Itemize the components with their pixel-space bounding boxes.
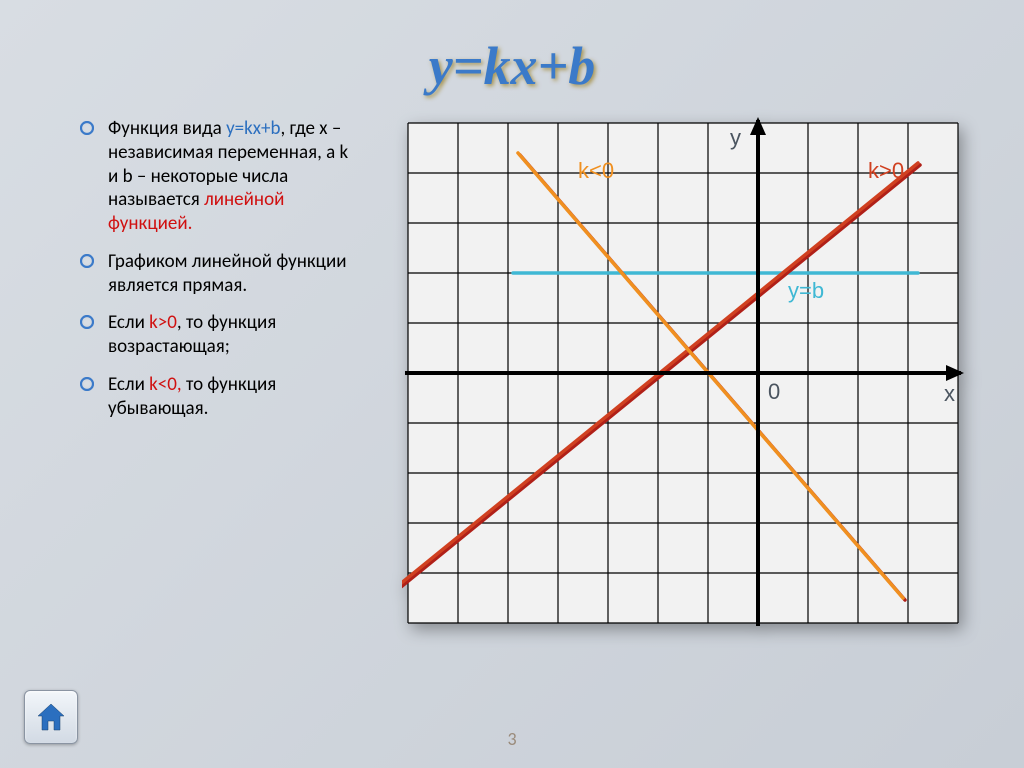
bullet-disc-icon bbox=[80, 315, 94, 329]
bullet-2-text: Графиком линейной функции является пряма… bbox=[108, 250, 362, 298]
bullet-3-pre: Если bbox=[108, 311, 149, 334]
bullet-4-red: k<0, bbox=[149, 373, 181, 396]
chart-column: k<0 k>0 y=b y x 0 bbox=[402, 117, 984, 654]
bullet-1: Функция вида y=kx+b, где x – независимая… bbox=[80, 117, 362, 236]
home-button[interactable] bbox=[24, 690, 78, 744]
bullet-1-text: Функция вида y=kx+b, где x – независимая… bbox=[108, 117, 362, 236]
bullet-4: Если k<0, то функция убывающая. bbox=[80, 373, 362, 421]
svg-text:y: y bbox=[730, 125, 741, 150]
content-row: Функция вида y=kx+b, где x – независимая… bbox=[0, 97, 1024, 654]
svg-text:k>0: k>0 bbox=[868, 158, 904, 183]
bullet-disc-icon bbox=[80, 121, 94, 135]
bullet-4-text: Если k<0, то функция убывающая. bbox=[108, 373, 362, 421]
bullet-4-pre: Если bbox=[108, 373, 149, 396]
bullet-disc-icon bbox=[80, 254, 94, 268]
page-title: y=kx+b bbox=[0, 0, 1024, 97]
svg-text:k<0: k<0 bbox=[578, 158, 614, 183]
linear-function-chart: k<0 k>0 y=b y x 0 bbox=[402, 117, 984, 649]
bullet-3: Если k>0, то функция возрастающая; bbox=[80, 311, 362, 359]
bullet-1-formula: y=kx+b bbox=[226, 117, 280, 140]
svg-text:x: x bbox=[944, 381, 955, 406]
svg-text:0: 0 bbox=[768, 379, 780, 404]
bullet-1-pre: Функция вида bbox=[108, 117, 226, 140]
bullet-3-red: k>0 bbox=[149, 311, 177, 334]
bullet-2: Графиком линейной функции является пряма… bbox=[80, 250, 362, 298]
page-number: 3 bbox=[507, 728, 516, 750]
text-column: Функция вида y=kx+b, где x – независимая… bbox=[80, 117, 362, 654]
home-icon bbox=[34, 700, 68, 734]
bullet-3-text: Если k>0, то функция возрастающая; bbox=[108, 311, 362, 359]
bullet-disc-icon bbox=[80, 377, 94, 391]
svg-text:y=b: y=b bbox=[788, 278, 824, 303]
